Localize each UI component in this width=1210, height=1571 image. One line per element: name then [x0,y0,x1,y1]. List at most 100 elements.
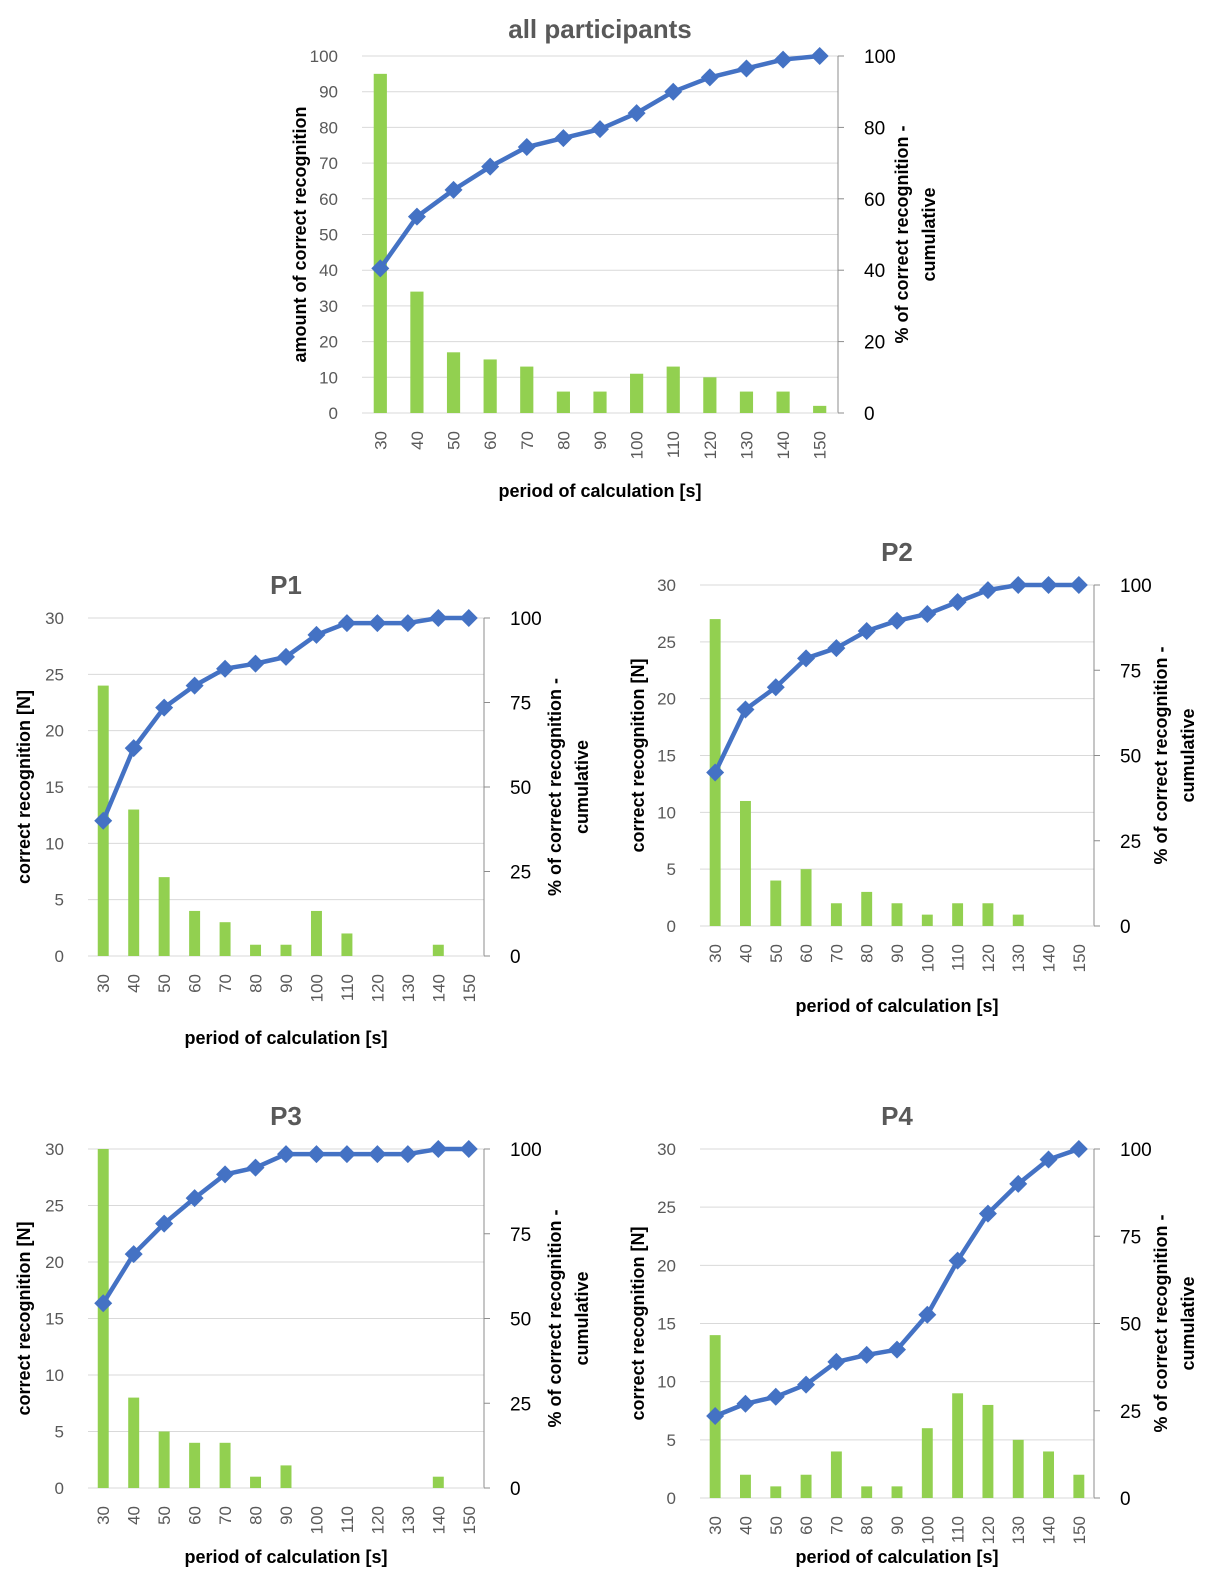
y-tick-label: 10 [657,1373,676,1392]
chart-title: P4 [881,1101,913,1131]
y-tick-label: 20 [45,722,64,741]
line-point [155,698,174,717]
bar [128,1397,140,1488]
y-tick-label: 80 [319,118,338,137]
y2-tick-label: 100 [1120,576,1152,597]
y2-tick-label: 100 [864,47,896,68]
x-tick-label: 130 [737,431,756,459]
line-point [700,68,719,87]
x-tick-label: 90 [591,431,610,450]
x-tick-label: 40 [125,974,144,993]
x-tick-label: 50 [155,974,174,993]
x-tick-label: 30 [94,974,113,993]
x-tick-label: 30 [706,944,725,963]
y-tick-label: 40 [319,261,338,280]
y-tick-label: 30 [319,297,338,316]
bar [410,291,424,413]
line-point [246,654,265,673]
y2-tick-label: 80 [864,118,885,139]
x-tick-label: 150 [1070,944,1089,972]
y-axis-label: amount of correct recognition [290,106,310,362]
y-tick-label: 0 [667,917,676,936]
y-tick-label: 5 [55,1423,64,1442]
x-tick-label: 50 [767,944,786,963]
y2-tick-label: 75 [1120,661,1141,682]
line-point [185,1189,204,1208]
x-tick-label: 80 [554,431,573,450]
line-point [591,120,609,139]
y2-tick-label: 50 [510,1310,531,1331]
y-tick-label: 5 [55,891,64,910]
y2-tick-label: 100 [510,1140,542,1161]
line-point [736,700,755,719]
bar [189,1442,201,1488]
line-point [918,1305,937,1324]
line-point [337,614,356,633]
y2-tick-label: 50 [1120,747,1141,768]
y-axis-label: correct recognition [N] [628,1226,648,1420]
y2-axis-label-line: cumulative [1178,1276,1198,1370]
y2-tick-label: 20 [864,333,885,354]
line-point [918,604,937,623]
bar [97,1149,109,1488]
y-tick-label: 0 [55,947,64,966]
y2-axis-label-line: % of correct recognition - [1151,646,1171,864]
bar [952,903,964,926]
bar [770,1486,782,1498]
bar [982,903,994,926]
y2-axis-label: % of correct recognition - cumulative [545,1209,592,1427]
x-tick-label: 60 [797,944,816,963]
x-axis-label: period of calculation [s] [498,481,701,501]
y-tick-label: 25 [657,633,676,652]
x-tick-label: 140 [1040,1516,1059,1544]
line-point [429,609,448,627]
bar [861,1486,873,1498]
cumulative-line [378,53,820,270]
y2-axis-label-line: % of correct recognition - [1151,1214,1171,1432]
line-point [368,1145,387,1164]
x-tick-label: 40 [736,944,755,963]
bar [739,391,754,413]
x-tick-label: 130 [1009,944,1028,972]
line-point [277,647,295,666]
y2-tick-label: 25 [1120,832,1141,853]
line-point [368,614,387,633]
y2-tick-label: 25 [510,863,531,884]
y-tick-label: 5 [667,860,676,879]
bar [280,944,292,956]
x-axis-label: period of calculation [s] [184,1028,387,1048]
y2-tick-label: 75 [510,694,531,715]
line-point [948,1251,967,1270]
line-point [124,1245,143,1264]
bar [740,1474,751,1498]
chart-title: P3 [270,1101,302,1131]
bar [310,910,322,956]
line-point [948,593,967,612]
x-tick-label: 50 [445,431,464,450]
y2-axis-label-line: % of correct recognition - [545,678,565,896]
y2-tick-label: 0 [510,1479,521,1500]
x-tick-label: 60 [797,1516,816,1535]
x-tick-label: 130 [399,1506,418,1534]
line-point [827,639,846,658]
line-point [155,1214,174,1233]
x-tick-label: 120 [368,974,387,1002]
x-tick-label: 70 [216,1506,235,1525]
line-point [736,1394,755,1413]
x-axis-label: period of calculation [s] [795,996,998,1016]
x-tick-label: 30 [371,431,390,450]
y2-tick-label: 75 [510,1225,531,1246]
y-tick-label: 100 [310,47,338,66]
y-tick-label: 5 [667,1431,676,1450]
x-tick-label: 140 [774,431,793,459]
chart-1: 0 5 10 15 20 25 30 0 25 50 75 100 30 40 50 60 70 80 90 100 1… [14,570,592,1048]
line-point [797,649,816,668]
y2-tick-label: 75 [1120,1227,1141,1248]
y2-axis-label-line: cumulative [1178,708,1198,802]
line-point [1039,1150,1058,1169]
y-tick-label: 30 [657,576,676,595]
line-point [766,1387,785,1406]
x-tick-label: 40 [736,1516,755,1535]
x-tick-label: 110 [338,974,357,1001]
